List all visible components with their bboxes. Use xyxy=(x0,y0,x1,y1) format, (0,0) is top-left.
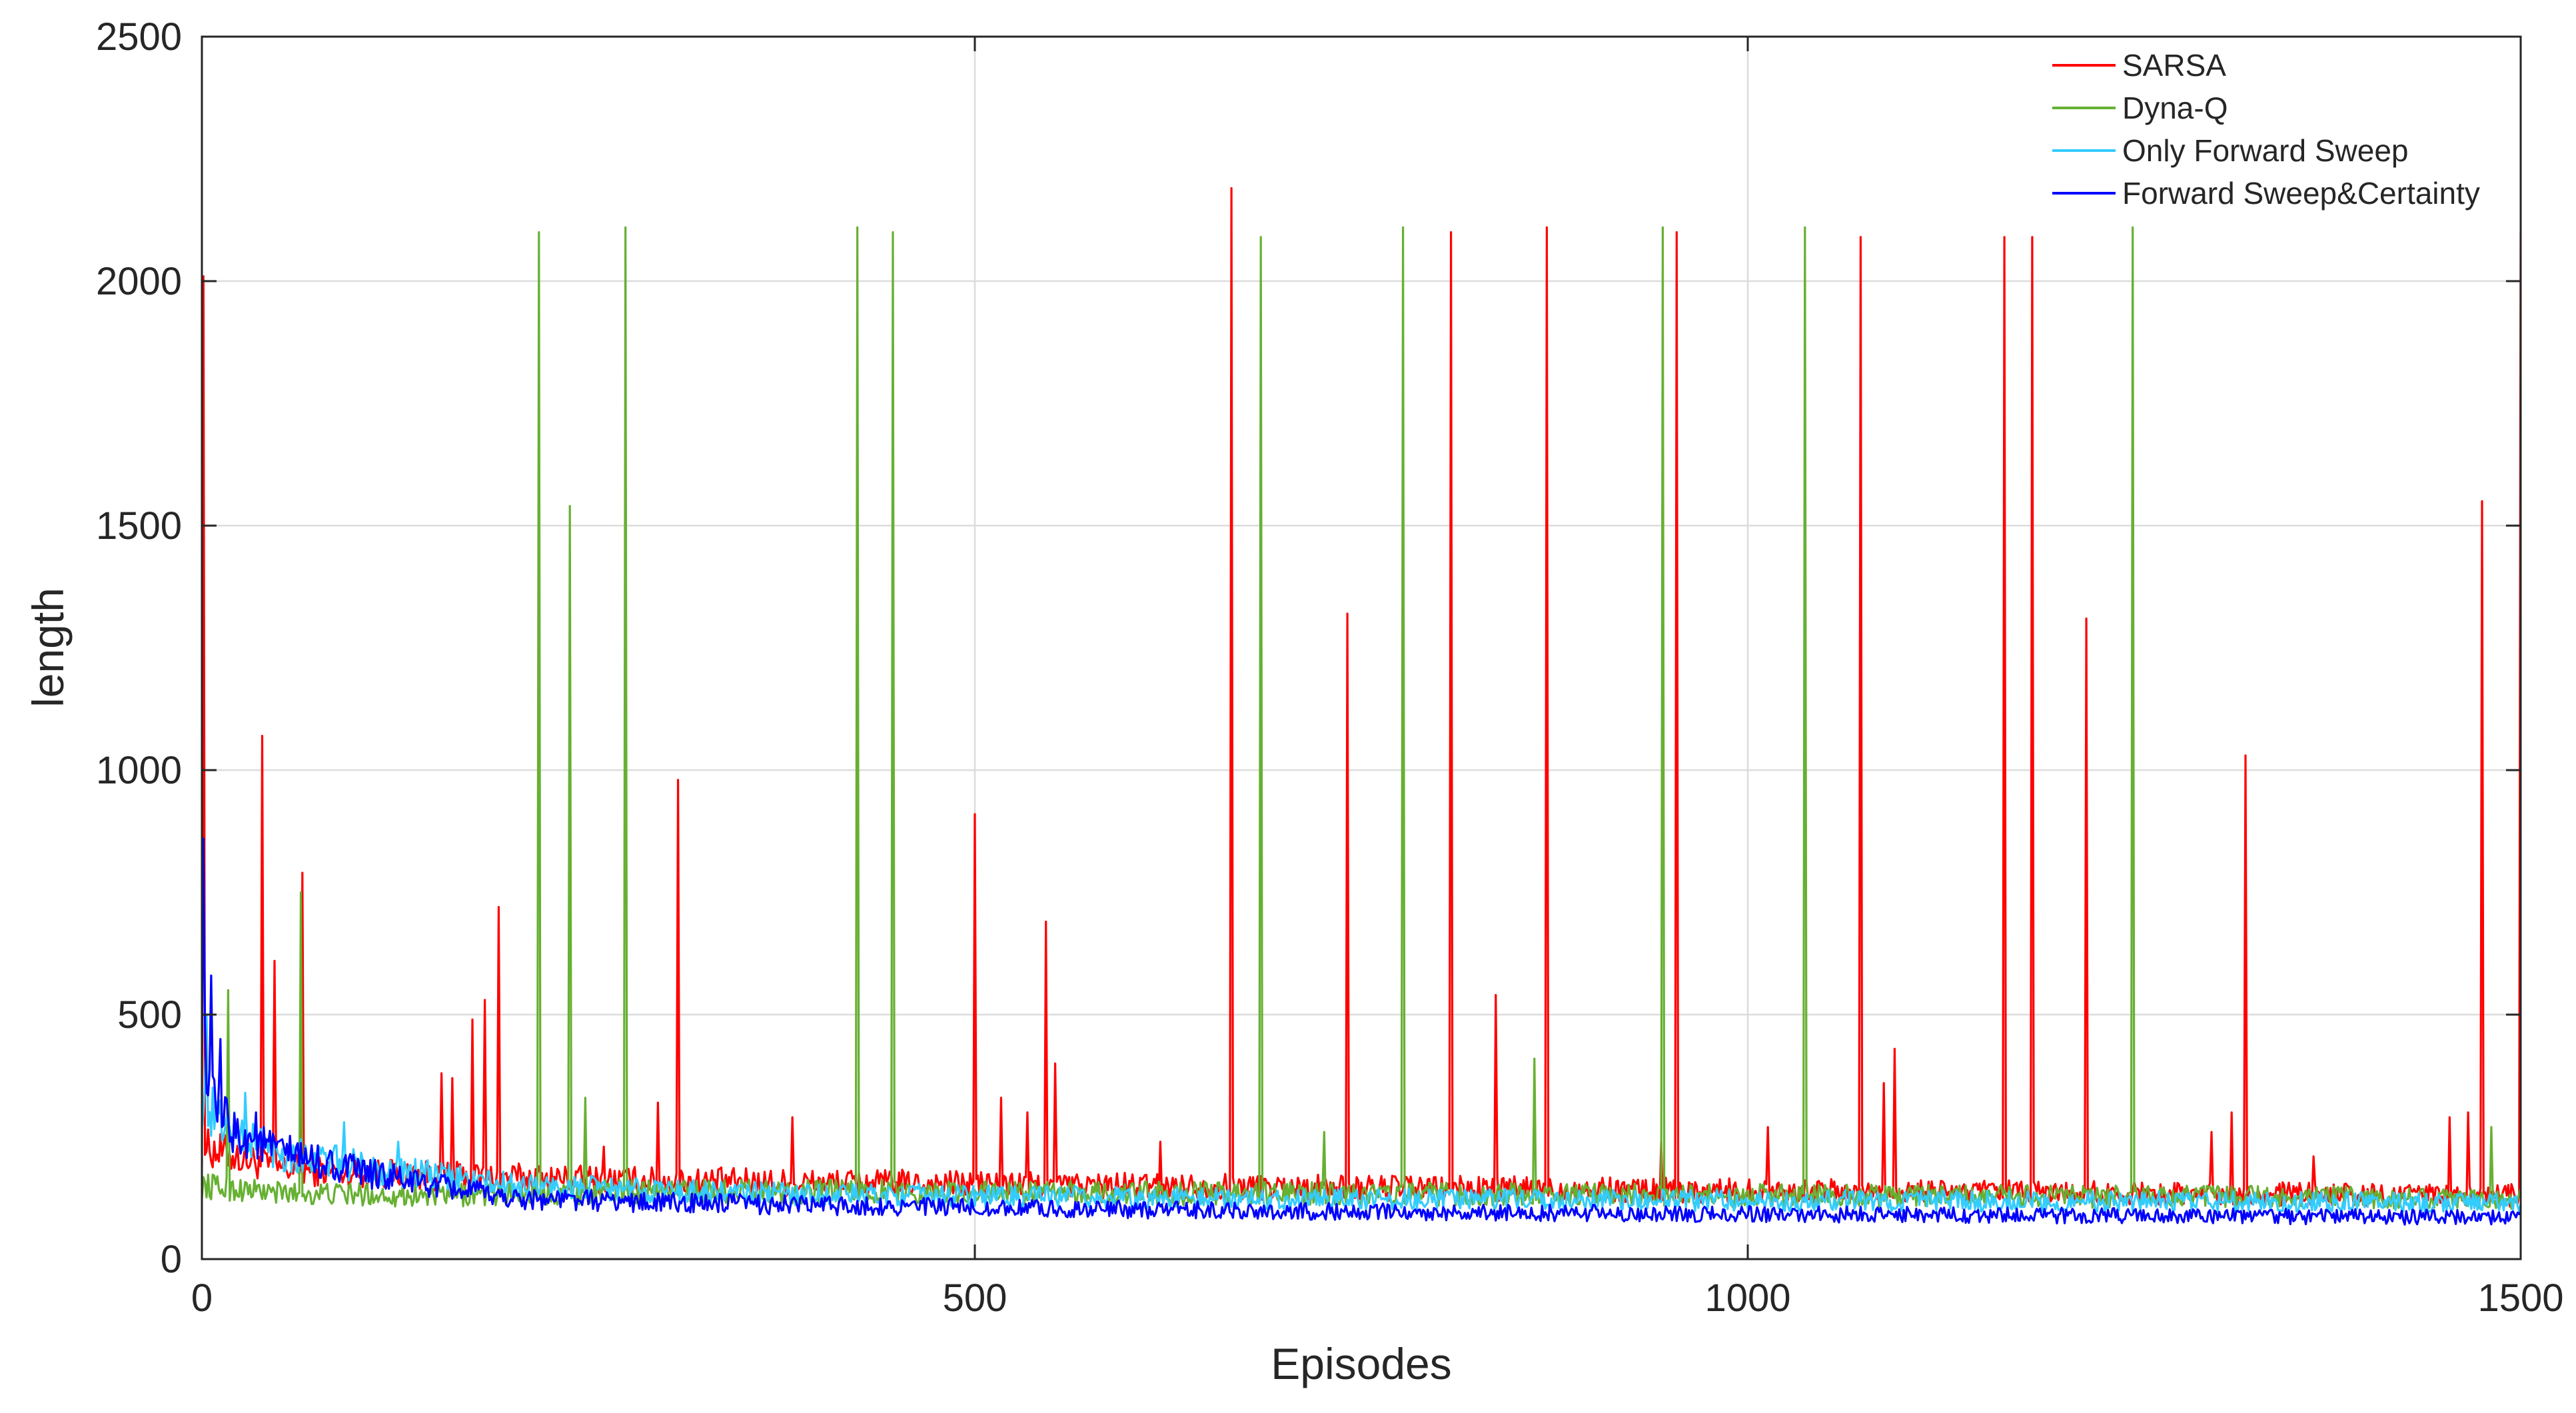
y-tick-label: 2500 xyxy=(96,15,182,59)
x-tick-label: 1000 xyxy=(1704,1276,1790,1320)
x-tick-label: 1500 xyxy=(2477,1276,2563,1320)
series-layer xyxy=(202,187,2521,1226)
legend-label: SARSA xyxy=(2122,48,2226,83)
x-tick-label: 0 xyxy=(191,1276,213,1320)
legend-label: Only Forward Sweep xyxy=(2122,133,2409,168)
y-tick-label: 1000 xyxy=(96,749,182,792)
y-tick-label: 500 xyxy=(117,993,182,1037)
y-tick-label: 1500 xyxy=(96,504,182,548)
plot-area xyxy=(202,37,2521,1259)
legend-label: Dyna-Q xyxy=(2122,91,2228,125)
x-axis-label: Episodes xyxy=(1271,1339,1452,1388)
series-line-4 xyxy=(202,837,2521,1226)
x-tick-label: 500 xyxy=(943,1276,1007,1320)
plot-frame xyxy=(201,35,2522,1260)
y-tick-label: 0 xyxy=(161,1238,182,1281)
legend: SARSA Dyna-Q Only Forward Sweep Forward Swe… xyxy=(2052,48,2480,211)
grid xyxy=(202,37,2521,1259)
legend-label: Forward Sweep&Certainty xyxy=(2122,176,2480,211)
y-tick-label: 2000 xyxy=(96,260,182,303)
axis-ticks: 0 500 1000 1500 0 500 1000 1500 2000 2500 xyxy=(96,15,2564,1320)
y-axis-label: length xyxy=(23,588,73,707)
